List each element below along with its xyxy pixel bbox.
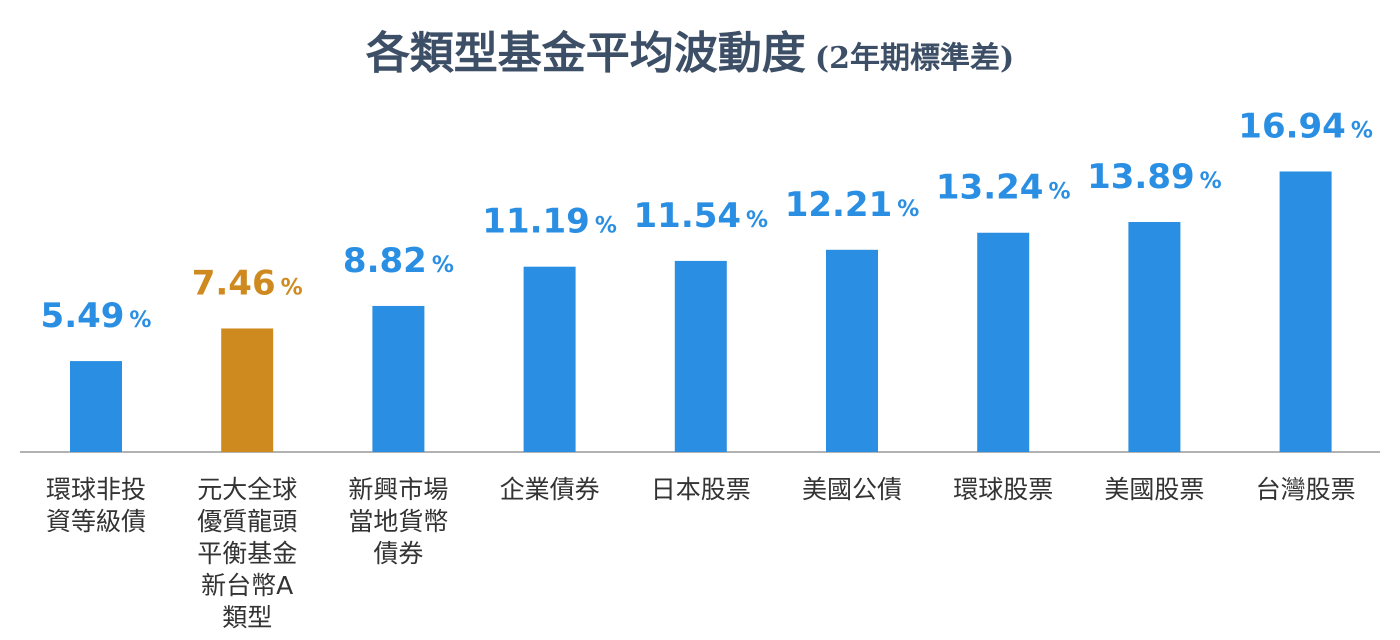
x-tick-label-line: 資等級債: [46, 507, 146, 536]
data-label-value: 11.19: [482, 202, 590, 242]
data-label-unit: %: [595, 214, 617, 239]
x-tick-label-line: 平衡基金: [197, 539, 297, 568]
data-label-unit: %: [129, 308, 151, 333]
data-label-value: 7.46: [192, 263, 276, 303]
x-tick-label-line: 美國公債: [802, 475, 902, 504]
data-label-value: 13.89: [1087, 157, 1195, 197]
data-label-unit: %: [432, 253, 454, 278]
x-tick-label-line: 企業債券: [500, 475, 600, 504]
x-tick-label: 台灣股票: [1256, 475, 1356, 504]
bar: [826, 249, 878, 452]
x-tick-label: 新興市場當地貨幣債券: [348, 475, 448, 568]
x-tick-label: 美國股票: [1104, 475, 1204, 504]
x-tick-label-line: 類型: [222, 603, 272, 632]
data-label-value: 12.21: [785, 185, 893, 225]
bar: [1128, 221, 1181, 452]
x-tick-label: 企業債券: [500, 475, 600, 504]
x-tick-label-line: 美國股票: [1104, 475, 1204, 504]
chart-subtitle: (2年期標準差): [815, 41, 1014, 76]
data-label-unit: %: [1048, 180, 1070, 205]
x-tick-label-line: 日本股票: [651, 475, 751, 504]
x-tick-label-line: 優質龍頭: [197, 507, 297, 536]
data-label-unit: %: [897, 197, 919, 222]
x-tick-label-line: 台灣股票: [1256, 475, 1356, 504]
data-label-value: 5.49: [41, 296, 125, 336]
data-label: 13.24%: [936, 168, 1071, 208]
bar: [523, 266, 576, 452]
data-label: 8.82%: [343, 241, 454, 281]
x-tick-label: 日本股票: [651, 475, 751, 504]
data-label: 7.46%: [192, 263, 303, 303]
data-label-value: 16.94: [1238, 106, 1346, 146]
bar: [372, 305, 425, 452]
x-tick-label-line: 環球非投: [46, 475, 146, 504]
data-label-unit: %: [1351, 118, 1373, 143]
x-tick-label-line: 當地貨幣: [348, 507, 448, 536]
data-label: 11.19%: [482, 202, 617, 242]
data-label: 11.54%: [634, 196, 769, 236]
data-label-unit: %: [1200, 169, 1222, 194]
x-tick-label: 元大全球優質龍頭平衡基金新台幣A 類型: [197, 475, 297, 632]
bar: [977, 232, 1030, 452]
data-label-value: 13.24: [936, 168, 1044, 208]
chart-title: 各類型基金平均波動度: [366, 28, 806, 79]
bar: [70, 361, 122, 452]
data-label: 16.94%: [1238, 106, 1373, 146]
data-label-value: 8.82: [343, 241, 427, 281]
data-label-unit: %: [746, 208, 768, 233]
data-label: 12.21%: [785, 185, 920, 225]
x-tick-label-line: 新興市場: [348, 475, 448, 504]
bar: [221, 328, 274, 452]
data-label: 13.89%: [1087, 157, 1222, 197]
chart-title-group: 各類型基金平均波動度 (2年期標準差): [366, 28, 1014, 79]
x-tick-label: 環球股票: [953, 475, 1053, 504]
x-tick-label: 美國公債: [802, 475, 902, 504]
bar: [1279, 171, 1332, 452]
x-tick-label-line: 元大全球: [197, 475, 297, 504]
data-label: 5.49%: [41, 296, 152, 336]
x-tick-label-line: 新台幣A: [201, 571, 293, 600]
x-tick-label-line: 環球股票: [953, 475, 1053, 504]
x-tick-label: 環球非投資等級債: [46, 475, 146, 536]
x-tick-label-line: 債券: [373, 539, 423, 568]
data-label-unit: %: [281, 275, 303, 300]
bar: [674, 260, 727, 452]
data-label-value: 11.54: [634, 196, 742, 236]
